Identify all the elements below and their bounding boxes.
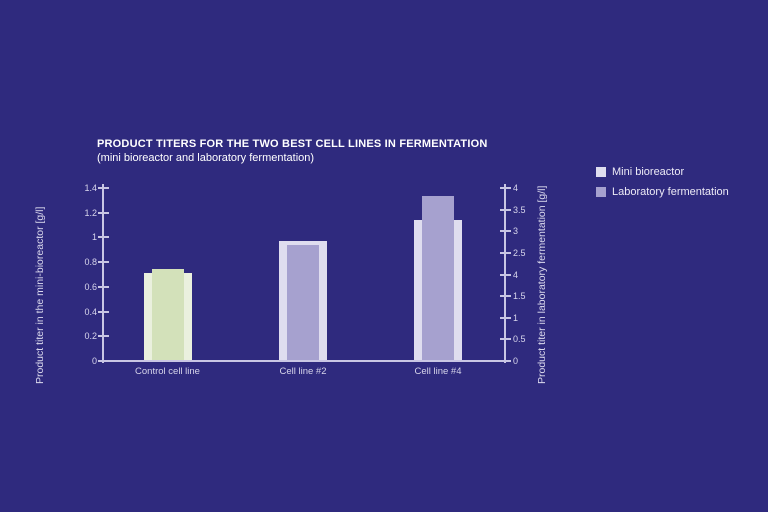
left-axis-tick (98, 236, 109, 239)
legend: Mini bioreactor Laboratory fermentation (596, 166, 729, 206)
right-axis-tick-label: 4 (513, 183, 519, 193)
right-axis-title: Product titer in laboratory fermentation… (536, 185, 548, 384)
right-axis-tick-label: 2.5 (513, 247, 526, 258)
left-axis-tick-label: 1 (91, 232, 97, 243)
left-axis-tick-label: 0.4 (84, 306, 97, 317)
left-axis-tick (98, 360, 109, 362)
x-axis-line (102, 360, 506, 362)
left-axis-tick-label: 0 (91, 356, 97, 366)
right-axis-tick-label: 1 (513, 312, 519, 323)
right-axis-tick (500, 338, 511, 341)
left-axis-title: Product titer in the mini-bioreactor [g/… (34, 206, 46, 384)
legend-label: Mini bioreactor (612, 166, 685, 178)
x-category-label: Control cell line (135, 366, 200, 377)
right-axis-tick-label: 0.5 (513, 334, 526, 345)
bar-laboratory-fermentation-cat1 (287, 245, 319, 360)
chart-title: PRODUCT TITERS FOR THE TWO BEST CELL LIN… (97, 138, 488, 150)
right-axis-tick (500, 295, 511, 298)
left-axis-tick (98, 211, 109, 214)
left-axis-tick (98, 310, 109, 313)
legend-swatch-laboratory-fermentation (596, 187, 606, 197)
left-axis-tick-label: 1.4 (84, 183, 97, 193)
right-axis-tick (500, 360, 511, 362)
right-axis-tick-label: 0 (513, 356, 519, 366)
left-axis-tick (98, 187, 109, 189)
right-axis-tick (500, 208, 511, 211)
right-axis-tick (500, 187, 511, 189)
x-category-label: Cell line #4 (414, 366, 462, 377)
right-axis-tick (500, 273, 511, 276)
left-axis-tick-label: 0.2 (84, 331, 97, 342)
legend-item-laboratory-fermentation: Laboratory fermentation (596, 186, 729, 198)
legend-item-mini-bioreactor: Mini bioreactor (596, 166, 729, 178)
right-axis-tick-label: 3 (513, 226, 519, 237)
left-y-axis-line (102, 184, 104, 363)
left-axis-tick (98, 261, 109, 264)
bar-laboratory-fermentation-cat2 (422, 196, 454, 360)
left-axis-tick (98, 285, 109, 288)
right-axis-tick-label: 3.5 (513, 204, 526, 215)
left-axis-tick-label: 0.8 (84, 257, 97, 268)
legend-label: Laboratory fermentation (612, 186, 729, 198)
right-axis-tick (500, 316, 511, 319)
right-axis-tick (500, 230, 511, 233)
left-axis-tick-label: 1.2 (84, 207, 97, 218)
right-axis-tick (500, 251, 511, 254)
chart-subtitle: (mini bioreactor and laboratory fermenta… (97, 152, 315, 164)
left-axis-tick-label: 0.6 (84, 281, 97, 292)
x-category-label: Cell line #2 (279, 366, 327, 377)
right-axis-tick-label: 4 (513, 269, 519, 280)
plot-area: 0 0.2 0.4 0.6 0.8 1 1.2 1.4 0 0.5 1 1.5 4 2.5 3 3.5 4 Con… (84, 184, 525, 378)
left-axis-tick (98, 335, 109, 338)
legend-swatch-mini-bioreactor (596, 167, 606, 177)
right-axis-tick-label: 1.5 (513, 291, 526, 302)
bar-laboratory-fermentation-cat0 (151, 269, 184, 360)
